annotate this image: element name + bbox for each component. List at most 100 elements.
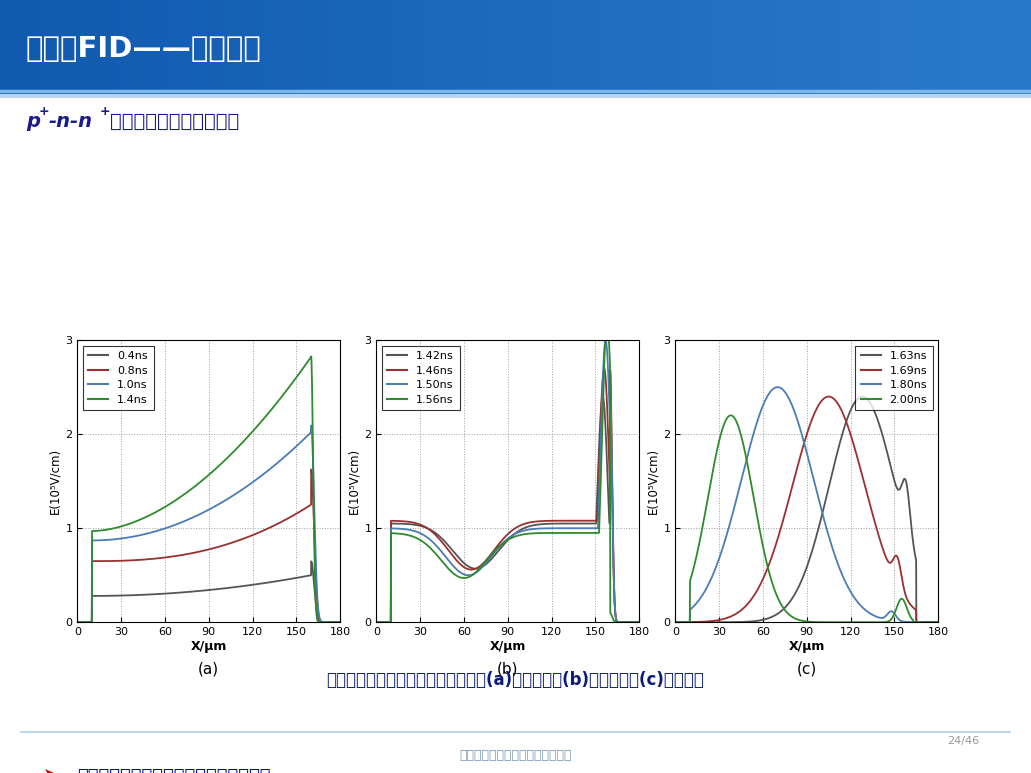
Bar: [825, 0, 835, 94]
Bar: [258, 0, 268, 94]
Y-axis label: E(10⁵V/cm): E(10⁵V/cm): [48, 448, 61, 514]
Bar: [309, 0, 320, 94]
Bar: [412, 0, 423, 94]
Bar: [526, 0, 536, 94]
Y-axis label: E(10⁵V/cm): E(10⁵V/cm): [646, 448, 659, 514]
Bar: [598, 0, 608, 94]
Text: (a): (a): [198, 661, 220, 676]
Bar: [165, 0, 175, 94]
Text: 皮秒级FID——研究进展: 皮秒级FID——研究进展: [26, 35, 262, 63]
Bar: [949, 0, 959, 94]
Text: 24/46: 24/46: [947, 736, 979, 745]
Bar: [371, 0, 381, 94]
Bar: [546, 0, 557, 94]
Bar: [186, 0, 196, 94]
Bar: [0, 0, 10, 94]
Bar: [289, 0, 299, 94]
Bar: [299, 0, 309, 94]
Bar: [959, 0, 969, 94]
Bar: [247, 0, 258, 94]
Bar: [1010, 0, 1021, 94]
Bar: [567, 0, 577, 94]
Bar: [516, 0, 526, 94]
Bar: [990, 0, 1000, 94]
Bar: [753, 0, 763, 94]
Bar: [351, 0, 361, 94]
Bar: [608, 0, 619, 94]
Bar: [845, 0, 856, 94]
Bar: [454, 0, 464, 94]
Text: ➤: ➤: [42, 768, 59, 773]
Bar: [557, 0, 567, 94]
Bar: [103, 0, 113, 94]
Bar: [1000, 0, 1010, 94]
Bar: [361, 0, 371, 94]
Bar: [670, 0, 680, 94]
Bar: [268, 0, 278, 94]
Bar: [835, 0, 845, 94]
Bar: [52, 0, 62, 94]
Bar: [21, 0, 31, 94]
Bar: [278, 0, 289, 94]
Bar: [330, 0, 340, 94]
Bar: [577, 0, 588, 94]
Text: (b): (b): [497, 661, 519, 676]
Bar: [814, 0, 825, 94]
Y-axis label: E(10⁵V/cm): E(10⁵V/cm): [347, 448, 360, 514]
Bar: [340, 0, 351, 94]
Bar: [742, 0, 753, 94]
Bar: [711, 0, 722, 94]
Bar: [10, 0, 21, 94]
Bar: [227, 0, 237, 94]
Bar: [196, 0, 206, 94]
Bar: [320, 0, 330, 94]
Bar: [0, 94, 1031, 97]
Bar: [619, 0, 629, 94]
Text: -n-n: -n-n: [48, 112, 93, 131]
Legend: 0.4ns, 0.8ns, 1.0ns, 1.4ns: 0.4ns, 0.8ns, 1.0ns, 1.4ns: [82, 346, 154, 410]
Legend: 1.42ns, 1.46ns, 1.50ns, 1.56ns: 1.42ns, 1.46ns, 1.50ns, 1.56ns: [381, 346, 460, 410]
Bar: [701, 0, 711, 94]
Bar: [691, 0, 701, 94]
Bar: [93, 0, 103, 94]
Bar: [784, 0, 794, 94]
Bar: [722, 0, 732, 94]
Bar: [443, 0, 454, 94]
Bar: [31, 0, 41, 94]
Bar: [392, 0, 402, 94]
Text: (c): (c): [797, 661, 817, 676]
Bar: [464, 0, 474, 94]
Bar: [144, 0, 155, 94]
Bar: [505, 0, 516, 94]
Text: 中国电工技术学会新媒体平台发布: 中国电工技术学会新媒体平台发布: [459, 749, 572, 762]
Bar: [237, 0, 247, 94]
Bar: [175, 0, 186, 94]
Bar: [918, 0, 928, 94]
Text: 建立的模型有效模拟了超快碰撞电离前沿: 建立的模型有效模拟了超快碰撞电离前沿: [77, 768, 271, 773]
Text: 仿真过程中器件内部电场变化情况：(a)阻断状态，(b)离化开始，(c)离化传播: 仿真过程中器件内部电场变化情况：(a)阻断状态，(b)离化开始，(c)离化传播: [327, 671, 704, 690]
Bar: [804, 0, 814, 94]
Legend: 1.63ns, 1.69ns, 1.80ns, 2.00ns: 1.63ns, 1.69ns, 1.80ns, 2.00ns: [855, 346, 933, 410]
Bar: [979, 0, 990, 94]
Bar: [897, 0, 907, 94]
Bar: [887, 0, 897, 94]
Bar: [928, 0, 938, 94]
Bar: [134, 0, 144, 94]
Bar: [866, 0, 876, 94]
Bar: [650, 0, 660, 94]
Text: p: p: [26, 112, 40, 131]
Bar: [773, 0, 784, 94]
Bar: [155, 0, 165, 94]
Bar: [423, 0, 433, 94]
Bar: [206, 0, 217, 94]
Bar: [680, 0, 691, 94]
Bar: [433, 0, 443, 94]
X-axis label: X/μm: X/μm: [789, 640, 825, 653]
X-axis label: X/μm: X/μm: [191, 640, 227, 653]
Bar: [485, 0, 495, 94]
Bar: [732, 0, 742, 94]
Bar: [474, 0, 485, 94]
Bar: [124, 0, 134, 94]
Text: +: +: [100, 105, 110, 118]
Bar: [794, 0, 804, 94]
